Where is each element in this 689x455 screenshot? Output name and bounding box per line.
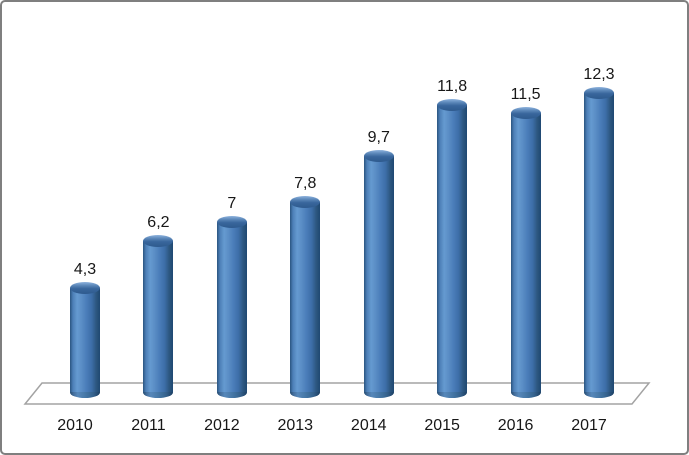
bar-cylinder-top <box>363 150 394 163</box>
bar-cylinder-bottom <box>363 386 394 398</box>
x-axis-label-2015: 2015 <box>424 417 460 434</box>
bar-cylinder-body <box>510 112 541 392</box>
bar-cylinder-bottom <box>584 386 614 398</box>
x-axis-label-2017: 2017 <box>571 417 607 434</box>
bar-value-label: 7 <box>227 194 237 212</box>
bar-cylinder-body <box>363 156 394 392</box>
bar-value-label: 12,3 <box>583 66 615 84</box>
bar-cylinder-bottom <box>143 386 174 398</box>
bar-value-label: 9,7 <box>367 129 390 147</box>
bar-value-label: 11,5 <box>510 85 541 103</box>
bar-cylinder-top <box>290 196 321 209</box>
bar-value-label: 6,2 <box>147 214 170 232</box>
bar-cylinder-bottom <box>216 386 247 398</box>
x-axis-label-2013: 2013 <box>277 417 314 434</box>
bar-cylinder-top <box>143 235 174 248</box>
bar-cylinder-body <box>290 202 321 392</box>
bar-cylinder-bottom <box>290 386 321 398</box>
x-axis-label-2016: 2016 <box>497 417 534 434</box>
x-axis-label-2014: 2014 <box>350 417 387 434</box>
bar-value-label: 11,8 <box>437 78 468 96</box>
bar-cylinder-bottom <box>70 386 100 398</box>
bar-cylinder-body <box>216 221 247 392</box>
x-axis-label-2011: 2011 <box>131 417 166 434</box>
bar-cylinder-top <box>216 215 247 228</box>
bar-cylinder-top <box>510 106 541 119</box>
bar-cylinder-top <box>584 87 614 100</box>
floor-plane <box>23 382 651 405</box>
bar-cylinder-body <box>437 105 468 392</box>
x-axis-label-2012: 2012 <box>204 417 240 434</box>
x-axis-label-2010: 2010 <box>57 417 93 434</box>
bar-value-label: 4,3 <box>73 260 97 278</box>
bar-cylinder-body <box>584 93 614 392</box>
bar-cylinder-body <box>143 241 174 392</box>
bar-cylinder-bottom <box>510 386 541 398</box>
bar-cylinder-top <box>437 99 468 112</box>
bar-cylinder-top <box>70 281 100 294</box>
bar-value-label: 7,8 <box>294 175 317 193</box>
bar-cylinder-body <box>70 287 100 392</box>
bar-cylinder-bottom <box>437 386 468 398</box>
